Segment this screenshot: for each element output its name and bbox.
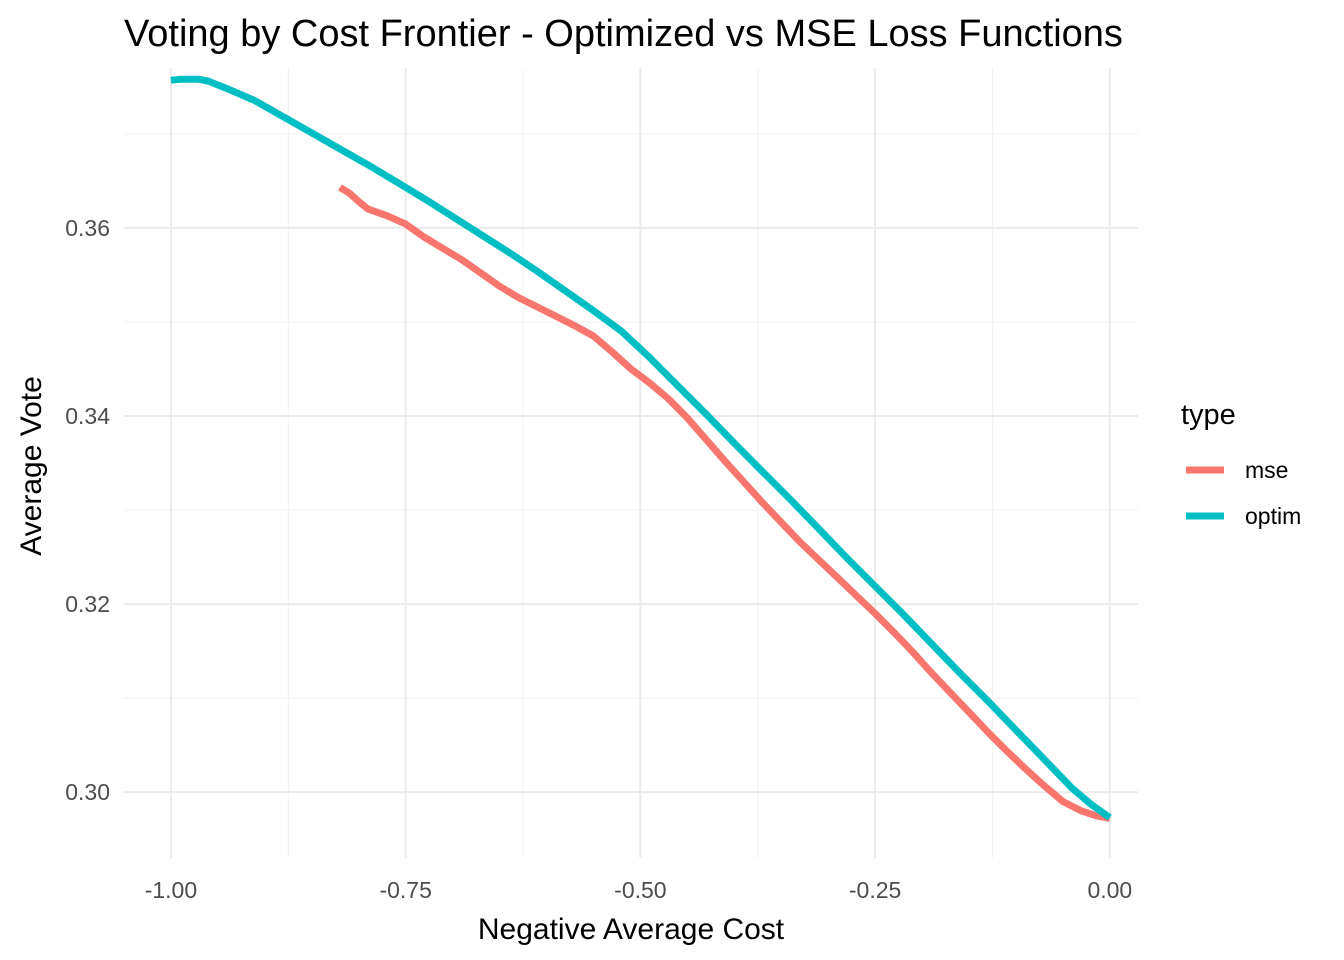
plot-series: [170, 75, 1112, 822]
plot-gridlines: [124, 68, 1138, 858]
y-axis-title: Average Vote: [15, 376, 48, 556]
axis-ticks: -1.00 -0.75 -0.50 -0.25 0.00 0.30 0.32 0.34 0.36: [65, 215, 1132, 903]
y-tick-label: 0.34: [65, 403, 110, 429]
x-tick-label: -0.50: [614, 877, 666, 903]
y-tick-label: 0.32: [65, 591, 110, 617]
x-tick-label: -1.00: [145, 877, 197, 903]
legend: type mse optim: [1181, 399, 1301, 529]
legend-label-optim: optim: [1245, 503, 1301, 529]
series-line-mse: [338, 184, 1111, 822]
legend-label-mse: mse: [1245, 457, 1288, 483]
x-tick-label: -0.25: [849, 877, 901, 903]
y-tick-label: 0.36: [65, 215, 110, 241]
x-tick-label: 0.00: [1087, 877, 1132, 903]
series-line-optim: [170, 75, 1112, 821]
legend-title: type: [1181, 399, 1236, 431]
y-tick-label: 0.30: [65, 779, 110, 805]
x-axis-title: Negative Average Cost: [478, 913, 785, 946]
x-tick-label: -0.75: [379, 877, 431, 903]
chart-title: Voting by Cost Frontier - Optimized vs M…: [124, 13, 1123, 55]
